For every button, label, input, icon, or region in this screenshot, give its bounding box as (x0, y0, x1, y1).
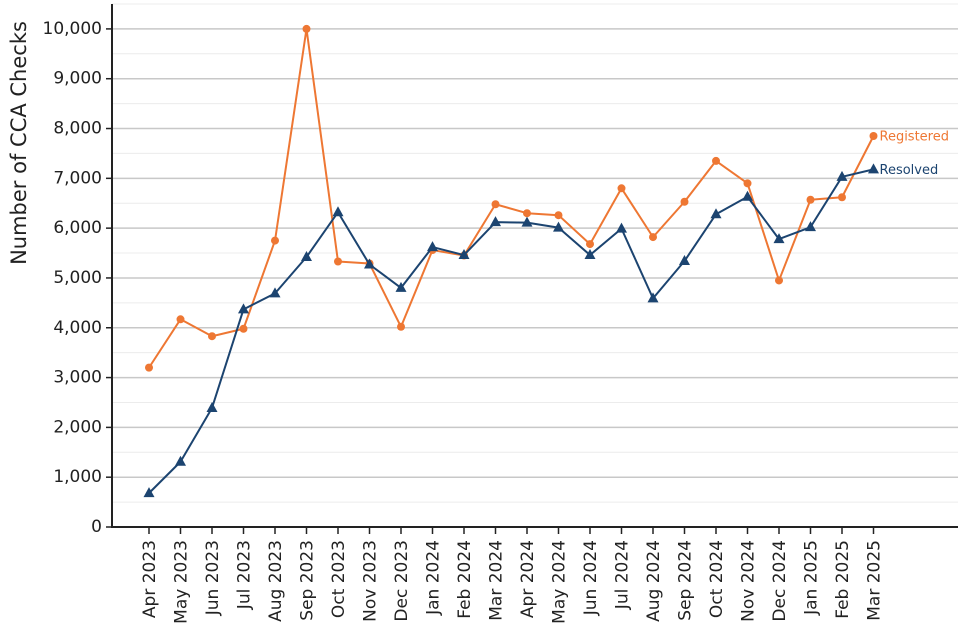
x-tick-label: Jun 2023 (203, 540, 223, 616)
x-tick-label: Apr 2024 (518, 540, 538, 618)
data-point-registered (176, 315, 185, 324)
y-tick-label: 8,000 (53, 119, 102, 139)
x-tick-label: Nov 2023 (361, 540, 381, 622)
x-tick-label: Jun 2024 (581, 540, 601, 616)
data-point-registered (680, 197, 689, 206)
data-point-resolved (395, 281, 407, 292)
series-label-registered: Registered (880, 129, 950, 144)
y-axis-title: Number of CCA Checks (7, 21, 31, 265)
series-group: Registered Resolved (143, 24, 950, 498)
data-point-registered (208, 332, 216, 341)
y-tick-label: 4,000 (53, 318, 102, 338)
data-point-registered (806, 195, 815, 204)
data-point-registered (617, 184, 626, 193)
series-label-resolved: Resolved (880, 163, 939, 178)
data-point-resolved (490, 216, 501, 227)
data-point-resolved (868, 163, 879, 174)
data-point-registered (491, 200, 500, 209)
x-tick-label: Dec 2024 (770, 540, 790, 622)
x-tick-label: Aug 2023 (266, 540, 286, 622)
data-point-registered (775, 276, 783, 285)
data-point-registered (743, 179, 752, 188)
data-point-resolved (364, 258, 375, 269)
x-tick-label: Aug 2024 (644, 540, 664, 622)
x-tick-label: Oct 2024 (707, 540, 727, 618)
data-point-registered (397, 322, 405, 331)
data-point-resolved (616, 222, 627, 233)
x-tick-label: Jan 2024 (424, 540, 444, 616)
data-point-resolved (805, 221, 816, 232)
y-tick-label: 1,000 (53, 467, 102, 487)
data-point-registered (271, 236, 279, 245)
data-point-resolved (238, 303, 249, 314)
x-tick-label: Feb 2025 (833, 540, 853, 619)
x-tick-label: Jul 2024 (613, 540, 633, 610)
data-point-resolved (458, 249, 470, 260)
data-point-resolved (679, 255, 690, 266)
x-tick-label: Jul 2023 (235, 540, 255, 610)
data-point-resolved (710, 208, 722, 219)
data-point-registered (145, 363, 153, 372)
grid-lines (112, 3, 958, 503)
y-tick-label: 5,000 (53, 268, 102, 288)
data-point-resolved (206, 401, 218, 412)
x-tick-label: May 2023 (172, 540, 192, 624)
data-point-resolved (553, 221, 564, 232)
y-tick-label: 2,000 (53, 417, 102, 437)
data-point-registered (334, 257, 342, 266)
y-tick-label: 10,000 (43, 19, 102, 39)
data-point-registered (712, 156, 720, 165)
data-point-resolved (742, 190, 753, 201)
data-point-resolved (521, 216, 533, 227)
data-point-resolved (647, 292, 659, 303)
data-point-registered (869, 131, 878, 140)
y-tick-label: 9,000 (53, 69, 102, 89)
x-tick-label: May 2024 (550, 540, 570, 624)
data-point-registered (554, 211, 563, 220)
data-point-resolved (175, 455, 186, 466)
x-tick-label: Nov 2024 (739, 540, 759, 622)
y-axis-ticks: 0 1,000 2,000 3,000 4,000 5,000 6,000 7,000 8,00… (43, 19, 112, 537)
y-tick-label: 0 (91, 517, 102, 537)
x-tick-label: Oct 2023 (329, 540, 349, 618)
data-point-resolved (269, 287, 281, 298)
data-point-resolved (836, 170, 848, 181)
x-tick-label: Jan 2025 (802, 540, 822, 616)
data-point-resolved (143, 487, 155, 498)
x-axis-ticks: Apr 2023 May 2023 Jun 2023 Jul 2023 Aug 2023… (140, 527, 885, 624)
series-line-resolved (148, 168, 874, 494)
data-point-resolved (427, 241, 438, 252)
x-tick-label: Mar 2024 (487, 540, 507, 621)
data-point-registered (523, 209, 531, 218)
data-point-registered (239, 324, 248, 333)
data-point-registered (302, 24, 311, 33)
x-tick-label: Mar 2025 (865, 540, 885, 621)
data-point-registered (838, 193, 846, 202)
data-point-resolved (332, 206, 344, 217)
series-line-registered (148, 27, 875, 369)
data-point-registered (586, 240, 594, 249)
x-tick-label: Dec 2023 (392, 540, 412, 622)
data-point-resolved (301, 251, 312, 262)
data-point-resolved (584, 249, 596, 260)
data-point-resolved (773, 233, 785, 244)
x-tick-label: Sep 2023 (298, 540, 318, 621)
x-tick-label: Sep 2024 (676, 540, 696, 621)
x-tick-label: Feb 2024 (455, 540, 475, 619)
y-tick-label: 3,000 (53, 368, 102, 388)
x-tick-label: Apr 2023 (140, 540, 160, 618)
data-point-registered (649, 233, 657, 242)
y-tick-label: 7,000 (53, 168, 102, 188)
y-tick-label: 6,000 (53, 218, 102, 238)
